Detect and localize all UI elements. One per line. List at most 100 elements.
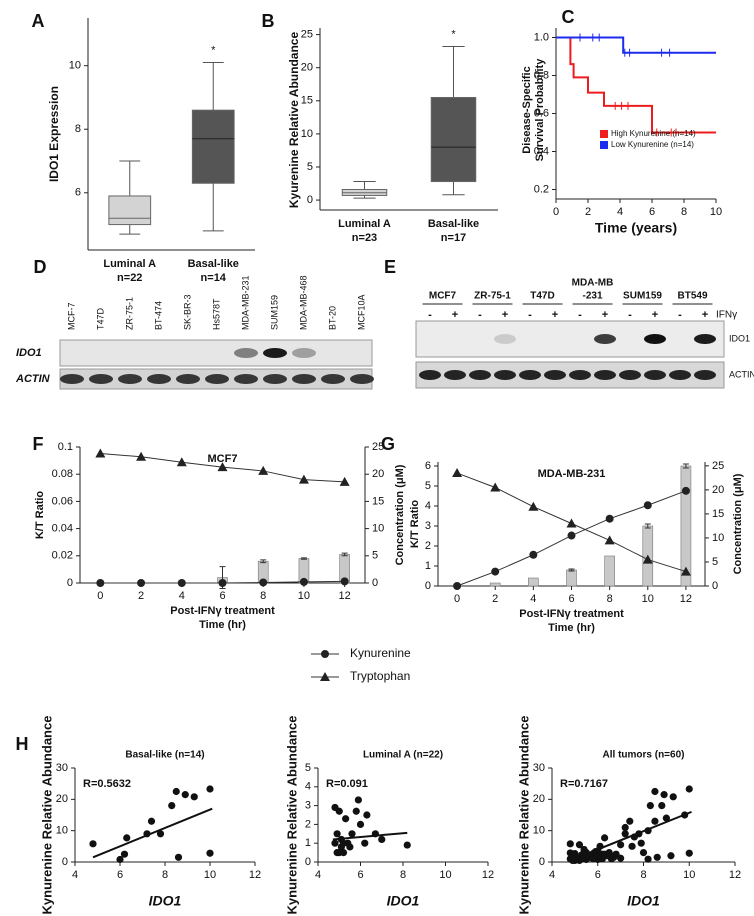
point [177, 579, 186, 587]
x-tick-label: 4 [315, 869, 321, 881]
point [685, 849, 693, 857]
point [639, 849, 648, 857]
point [452, 468, 463, 478]
point [653, 853, 661, 861]
y-tick-label: 0.02 [52, 550, 73, 562]
x-tick-label: 0 [553, 206, 559, 218]
point [340, 577, 349, 586]
band [176, 374, 200, 384]
point [669, 793, 677, 801]
row-label: IDO1 [16, 347, 42, 359]
error-bar [568, 568, 575, 572]
fit-line [92, 807, 213, 859]
y-tick-label: 2 [425, 540, 431, 552]
legend-swatch [600, 141, 608, 149]
point [566, 840, 574, 848]
band [494, 334, 516, 344]
y-tick-label: 0.6 [534, 107, 549, 119]
y-tick-label: 10 [533, 825, 545, 837]
point [566, 518, 577, 528]
category-label: Basal-like [188, 258, 239, 270]
row-label: ACTIN [729, 369, 754, 379]
n-label: n=23 [352, 232, 377, 244]
point [361, 839, 369, 847]
point [95, 448, 106, 458]
band [644, 334, 666, 344]
legend-label: Low Kynurenine (n=14) [611, 140, 694, 149]
legend-marker [321, 650, 329, 658]
point [299, 577, 308, 586]
fit-line [332, 831, 408, 841]
lane-label: T47D [95, 307, 105, 330]
point [156, 830, 165, 838]
point [363, 811, 371, 819]
y-label: K/T Ratio [409, 500, 421, 549]
y-tick-label: 15 [301, 95, 313, 107]
chart-title: MDA-MB-231 [538, 468, 606, 480]
band [292, 374, 316, 384]
legend-label: High Kynurenine (n=14) [611, 129, 696, 138]
point [667, 852, 675, 860]
group-label: SUM159 [623, 291, 662, 302]
point [567, 531, 576, 540]
band [234, 374, 258, 384]
x-tick-label: 8 [400, 869, 406, 881]
lane-label: Hs578T [211, 298, 221, 330]
band [569, 370, 591, 380]
point [137, 579, 146, 587]
band [694, 334, 716, 344]
point [642, 554, 653, 564]
y-tick-label: 0.8 [534, 69, 549, 81]
band [321, 374, 345, 384]
panel-label: C [562, 7, 575, 27]
x-tick-label: 8 [607, 593, 613, 605]
point [168, 802, 176, 810]
n-label: n=22 [117, 272, 142, 284]
point [617, 841, 625, 849]
y-tick-label: 5 [307, 161, 313, 173]
x-label: IDO1 [387, 893, 420, 909]
band [292, 348, 316, 358]
band [263, 348, 287, 358]
chart-title: MCF7 [208, 453, 238, 465]
y-tick-label: 3 [425, 520, 431, 532]
legend-marker [320, 672, 330, 681]
point [651, 787, 659, 796]
error-bar [260, 559, 267, 564]
point [658, 802, 666, 810]
y-tick-label: 20 [56, 793, 68, 805]
x-tick-label: 6 [219, 590, 225, 602]
band [350, 374, 374, 384]
y-tick-label: 6 [75, 187, 81, 199]
point [335, 807, 343, 815]
band [176, 348, 200, 358]
bar [566, 569, 577, 587]
point [589, 855, 597, 863]
point [123, 834, 131, 842]
x-tick-label: 10 [298, 590, 310, 602]
point [174, 853, 183, 861]
band [494, 370, 516, 380]
bar [604, 555, 615, 587]
point [453, 582, 462, 590]
y-label: Kynurenine Relative Abundance [39, 716, 54, 915]
y-tick-label: 5 [305, 762, 311, 774]
lane-label: ZR-75-1 [124, 297, 134, 330]
n-label: n=17 [441, 232, 466, 244]
band [60, 348, 84, 358]
panel-label: H [16, 734, 29, 754]
band [594, 370, 616, 380]
y-tick-label: 0.04 [52, 523, 73, 535]
point [643, 501, 652, 510]
band [234, 348, 258, 358]
y-tick-label: 15 [372, 495, 384, 507]
band [419, 370, 441, 380]
panel-label: D [34, 257, 47, 277]
point [378, 835, 386, 844]
point [354, 796, 362, 804]
y-tick-label: 30 [56, 762, 68, 774]
point [181, 791, 189, 799]
band [469, 334, 491, 344]
band [669, 334, 691, 344]
x-tick-label: 6 [595, 869, 601, 881]
